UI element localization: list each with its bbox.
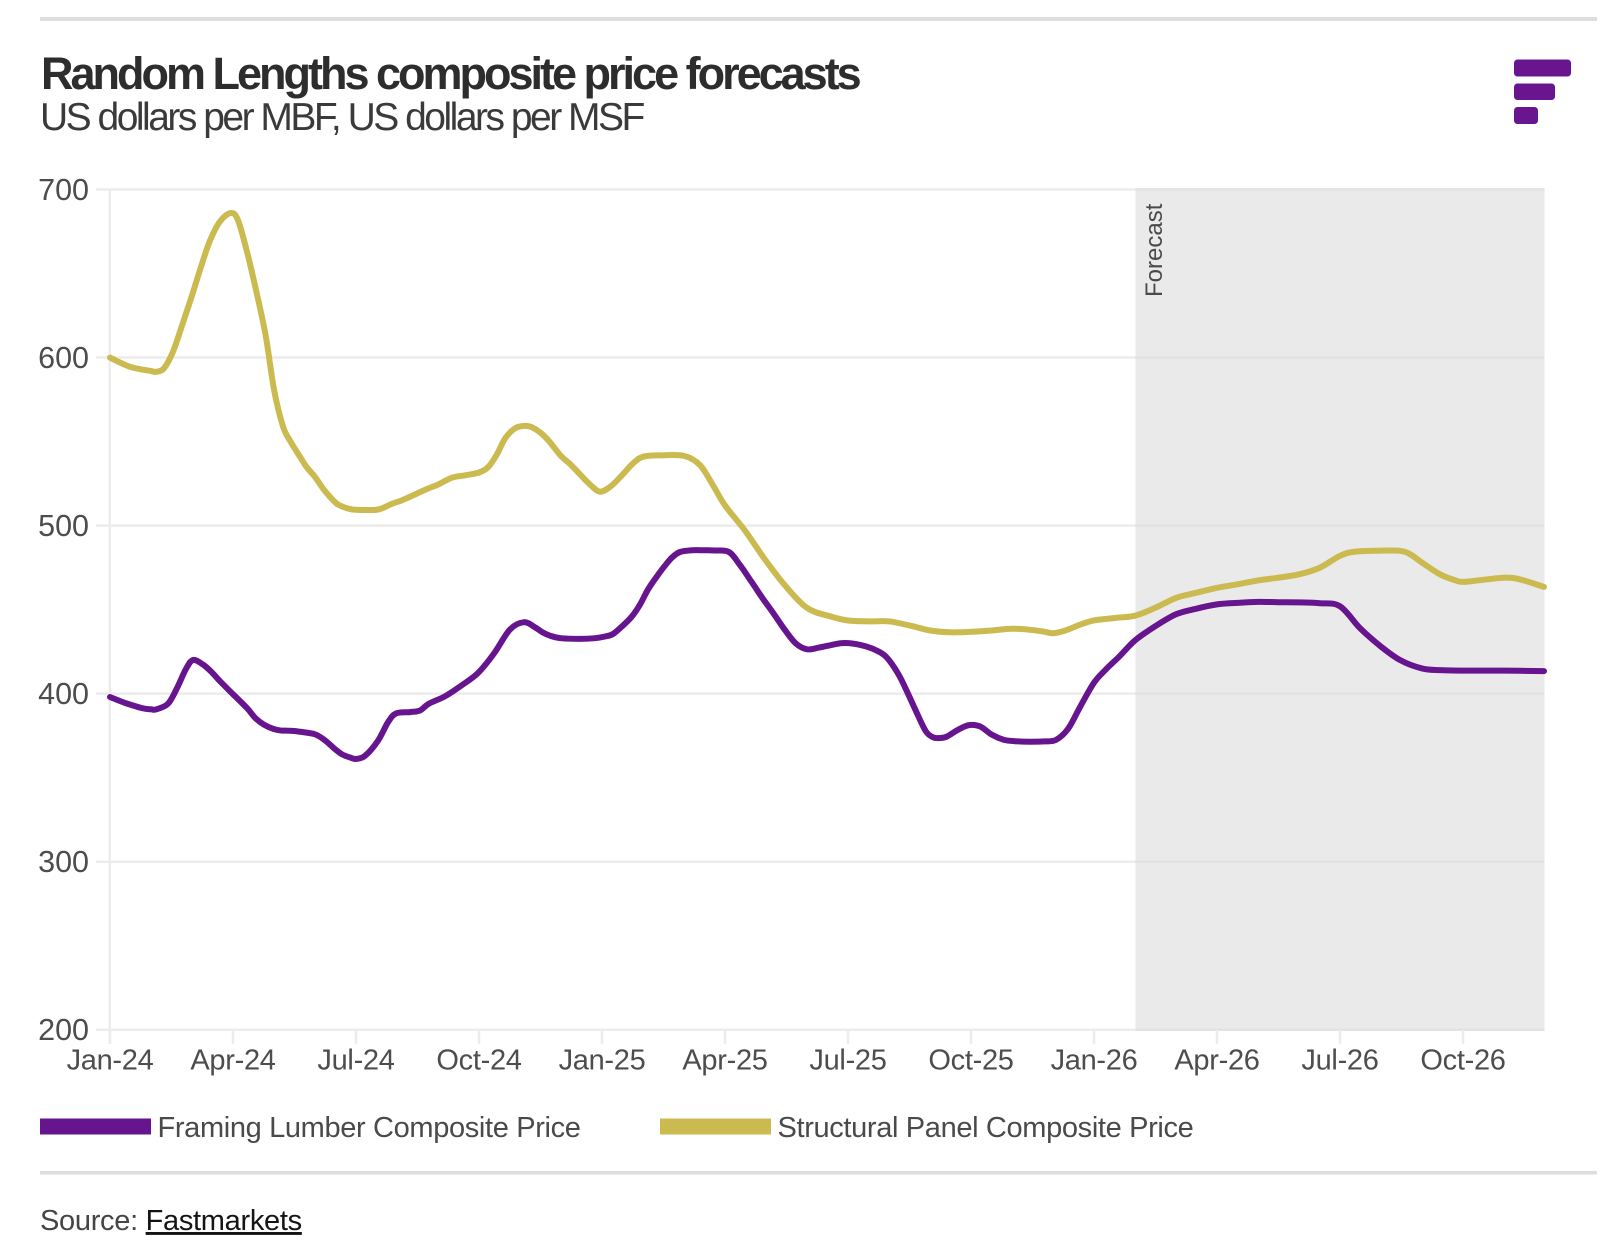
svg-text:700: 700 bbox=[38, 173, 89, 207]
svg-text:Forecast: Forecast bbox=[1141, 203, 1168, 297]
svg-text:200: 200 bbox=[38, 1013, 89, 1047]
svg-text:Oct-26: Oct-26 bbox=[1420, 1045, 1505, 1077]
svg-text:300: 300 bbox=[38, 845, 89, 879]
svg-text:Jul-26: Jul-26 bbox=[1301, 1045, 1378, 1077]
svg-text:Jan-25: Jan-25 bbox=[559, 1045, 646, 1077]
svg-text:Apr-26: Apr-26 bbox=[1174, 1045, 1259, 1077]
svg-text:Source: Fastmarkets: Source: Fastmarkets bbox=[40, 1205, 302, 1237]
svg-text:Structural Panel Composite Pri: Structural Panel Composite Price bbox=[778, 1112, 1194, 1144]
svg-text:Jul-25: Jul-25 bbox=[809, 1045, 886, 1077]
svg-text:Apr-25: Apr-25 bbox=[682, 1045, 767, 1077]
svg-text:US dollars per MBF, US dollars: US dollars per MBF, US dollars per MSF bbox=[40, 96, 645, 139]
svg-text:Apr-24: Apr-24 bbox=[190, 1045, 275, 1077]
svg-text:Oct-24: Oct-24 bbox=[436, 1045, 521, 1077]
svg-text:600: 600 bbox=[38, 341, 89, 375]
svg-text:400: 400 bbox=[38, 677, 89, 711]
svg-text:Jan-26: Jan-26 bbox=[1051, 1045, 1138, 1077]
svg-text:Jan-24: Jan-24 bbox=[67, 1045, 154, 1077]
svg-text:Framing Lumber Composite Price: Framing Lumber Composite Price bbox=[158, 1112, 581, 1144]
svg-text:Jul-24: Jul-24 bbox=[317, 1045, 394, 1077]
svg-text:Oct-25: Oct-25 bbox=[928, 1045, 1013, 1077]
svg-text:500: 500 bbox=[38, 509, 89, 543]
svg-text:Random Lengths composite price: Random Lengths composite price forecasts bbox=[41, 48, 861, 99]
